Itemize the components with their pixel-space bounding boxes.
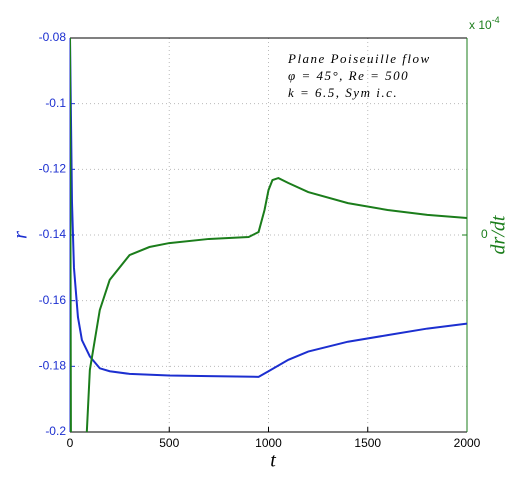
x-axis-label: t bbox=[270, 450, 276, 472]
y-tick-label: -0.1 bbox=[45, 96, 66, 110]
annotation: k = 6.5, Sym i.c. bbox=[288, 85, 398, 100]
y-tick-label: -0.18 bbox=[39, 359, 67, 373]
annotation: Plane Poiseuille flow bbox=[287, 51, 431, 66]
x-tick-label: 1500 bbox=[354, 436, 381, 450]
line-series bbox=[70, 38, 467, 432]
y-tick-label: -0.12 bbox=[39, 162, 67, 176]
annotation: φ = 45°, Re = 500 bbox=[288, 68, 409, 83]
x-tick-label: 2000 bbox=[454, 436, 481, 450]
y-tick-label: -0.2 bbox=[45, 424, 66, 438]
y-tick-label: -0.14 bbox=[39, 227, 67, 241]
multiplier-base: x 10 bbox=[469, 18, 492, 32]
x-tick-label: 1000 bbox=[255, 436, 282, 450]
y2-axis-label: dr/dt bbox=[488, 215, 510, 254]
y2-multiplier: x 10-4 bbox=[469, 15, 500, 32]
x-tick-label: 0 bbox=[67, 436, 74, 450]
line-series bbox=[70, 38, 467, 378]
y-tick-label: -0.16 bbox=[39, 293, 67, 307]
y2-tick-label: 0 bbox=[481, 227, 488, 241]
multiplier-exponent: -4 bbox=[492, 15, 500, 25]
y-axis-label: r bbox=[10, 231, 32, 239]
y-tick-label: -0.08 bbox=[39, 30, 67, 44]
x-tick-label: 500 bbox=[159, 436, 179, 450]
